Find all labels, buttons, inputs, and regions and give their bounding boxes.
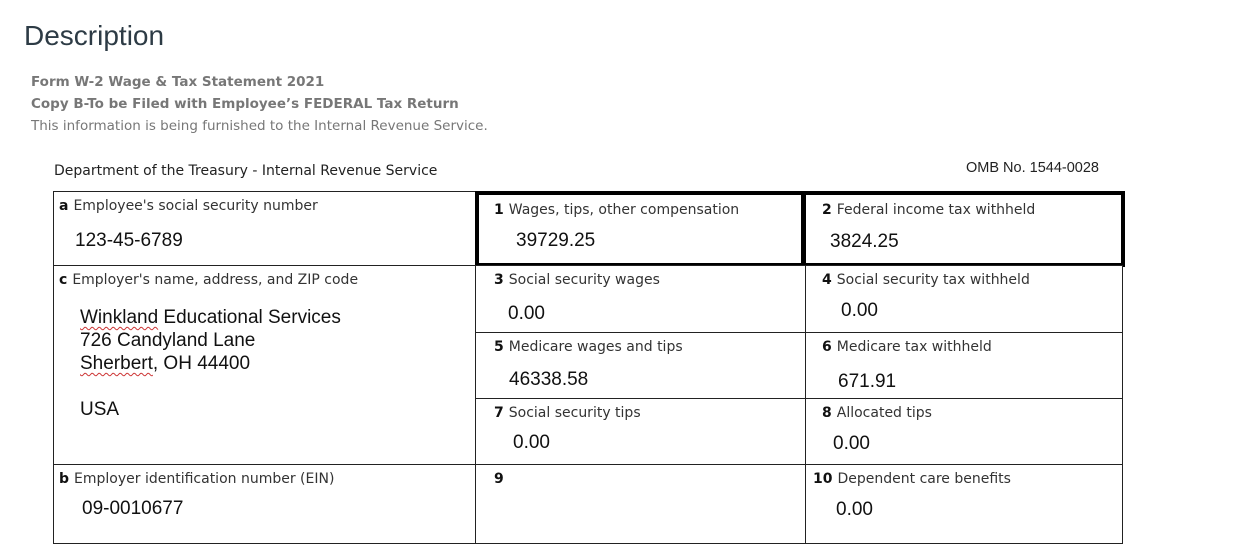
box-code: 3 bbox=[494, 272, 504, 288]
furnished-notice: This information is being furnished to t… bbox=[31, 118, 488, 134]
box-code: 6 bbox=[822, 339, 832, 355]
box-3: 3 Social security wages 0.00 bbox=[475, 265, 807, 334]
box-label: Dependent care benefits bbox=[837, 471, 1011, 487]
box-3-value: 0.00 bbox=[508, 303, 545, 324]
box-code: 7 bbox=[494, 405, 504, 421]
highlight-divider bbox=[801, 191, 806, 267]
box-label: Social security wages bbox=[508, 272, 660, 288]
box-label: Wages, tips, other compensation bbox=[508, 202, 740, 218]
employer-address: Winkland Educational Services 726 Candyl… bbox=[80, 306, 341, 421]
box-a-ssn: a Employee's social security number 123-4… bbox=[53, 191, 477, 267]
box-6: 6 Medicare tax withheld 671.91 bbox=[805, 332, 1123, 400]
page-title: Description bbox=[24, 20, 165, 51]
box-8: 8 Allocated tips 0.00 bbox=[805, 398, 1123, 466]
box-code: 2 bbox=[822, 202, 832, 218]
box-c-employer: c Employer's name, address, and ZIP code … bbox=[53, 265, 477, 466]
box-label: Employee's social security number bbox=[73, 198, 318, 214]
department-label: Department of the Treasury - Internal Re… bbox=[54, 163, 438, 179]
box-10: 10 Dependent care benefits 0.00 bbox=[805, 464, 1123, 544]
omb-number: OMB No. 1544-0028 bbox=[966, 160, 1099, 176]
box-5-value: 46338.58 bbox=[509, 369, 589, 390]
box-code: c bbox=[59, 272, 68, 288]
ein-value: 09-0010677 bbox=[82, 498, 184, 519]
box-code: 9 bbox=[494, 471, 504, 487]
box-7: 7 Social security tips 0.00 bbox=[475, 398, 807, 466]
box-code: 10 bbox=[813, 471, 833, 487]
employer-name-rest: Educational Services bbox=[158, 307, 341, 328]
federal-tax-value: 3824.25 bbox=[830, 231, 899, 252]
box-4-value: 0.00 bbox=[841, 300, 878, 321]
box-code: 5 bbox=[494, 339, 504, 355]
box-label: Employer's name, address, and ZIP code bbox=[72, 272, 359, 288]
box-label: Medicare tax withheld bbox=[836, 339, 992, 355]
box-code: a bbox=[59, 198, 69, 214]
box-b-ein: b Employer identification number (EIN) 09… bbox=[53, 464, 477, 544]
box-code: 8 bbox=[822, 405, 832, 421]
box-8-value: 0.00 bbox=[833, 433, 870, 454]
employer-country: USA bbox=[80, 399, 120, 420]
employer-city: Sherbert bbox=[80, 353, 153, 374]
box-label: Medicare wages and tips bbox=[508, 339, 683, 355]
box-label: Allocated tips bbox=[836, 405, 932, 421]
employer-state-zip: , OH 44400 bbox=[152, 353, 251, 374]
employer-name-first: Winkland bbox=[80, 307, 159, 328]
box-code: 4 bbox=[822, 272, 832, 288]
box-label: Social security tax withheld bbox=[836, 272, 1030, 288]
box-4: 4 Social security tax withheld 0.00 bbox=[805, 265, 1123, 334]
form-title: Form W-2 Wage & Tax Statement 2021 bbox=[31, 74, 325, 90]
box-10-value: 0.00 bbox=[836, 499, 873, 520]
wages-value: 39729.25 bbox=[516, 230, 596, 251]
copy-instructions: Copy B-To be Filed with Employee’s FEDER… bbox=[31, 96, 459, 112]
box-1-wages: 1 Wages, tips, other compensation 39729.2… bbox=[475, 191, 807, 267]
box-9: 9 bbox=[475, 464, 807, 544]
ssn-value: 123-45-6789 bbox=[75, 230, 183, 251]
box-6-value: 671.91 bbox=[838, 371, 897, 392]
box-label: Social security tips bbox=[508, 405, 641, 421]
box-label: Federal income tax withheld bbox=[836, 202, 1036, 218]
box-5: 5 Medicare wages and tips 46338.58 bbox=[475, 332, 807, 400]
box-2-federal-tax: 2 Federal income tax withheld 3824.25 bbox=[805, 191, 1123, 267]
box-label: Employer identification number (EIN) bbox=[74, 471, 335, 487]
employer-street: 726 Candyland Lane bbox=[80, 330, 256, 351]
box-7-value: 0.00 bbox=[513, 432, 550, 453]
box-code: 1 bbox=[494, 202, 504, 218]
box-code: b bbox=[59, 471, 70, 487]
